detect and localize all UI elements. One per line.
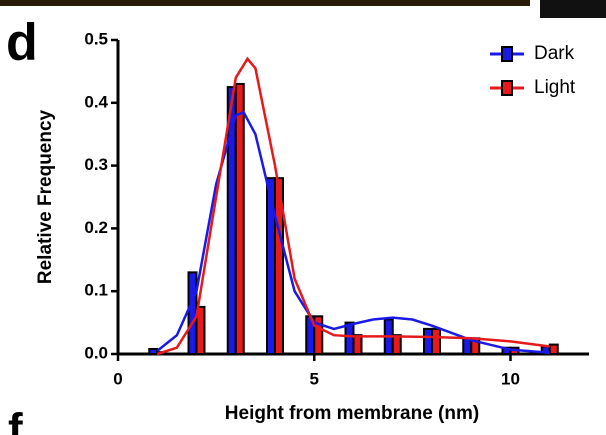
x-axis-label: Height from membrane (nm) [225, 403, 479, 424]
bar [431, 327, 441, 356]
bar [423, 327, 433, 356]
bar [548, 343, 559, 355]
fit-line [156, 56, 550, 356]
x-tick-label: 0 [113, 369, 122, 388]
bar [391, 334, 402, 356]
x-tick-label: 10 [501, 369, 520, 388]
y-axis-label: Relative Frequency [35, 109, 56, 284]
bar [313, 315, 324, 356]
image-strip [540, 0, 606, 18]
y-tick-label: 0.4 [84, 92, 108, 111]
panel-label: d [6, 14, 38, 72]
y-tick-label: 0.1 [84, 281, 108, 300]
fit-line [156, 110, 550, 354]
y-tick-label: 0.2 [84, 218, 108, 237]
legend-marker [501, 80, 513, 96]
bar [266, 177, 276, 355]
image-strip [0, 0, 530, 6]
legend-marker [501, 46, 513, 62]
panel-label: f [8, 405, 23, 435]
bar [352, 334, 363, 356]
legend-label: Light [534, 77, 576, 98]
legend-label: Dark [534, 43, 575, 64]
y-tick-label: 0.5 [84, 29, 108, 48]
bar [274, 177, 284, 355]
y-tick-label: 0.0 [84, 343, 108, 362]
bar [187, 271, 198, 355]
bar [148, 347, 159, 356]
bar [234, 82, 245, 356]
y-tick-label: 0.3 [84, 155, 108, 174]
bar [344, 321, 355, 356]
x-tick-label: 5 [310, 369, 319, 388]
bar [195, 305, 206, 355]
